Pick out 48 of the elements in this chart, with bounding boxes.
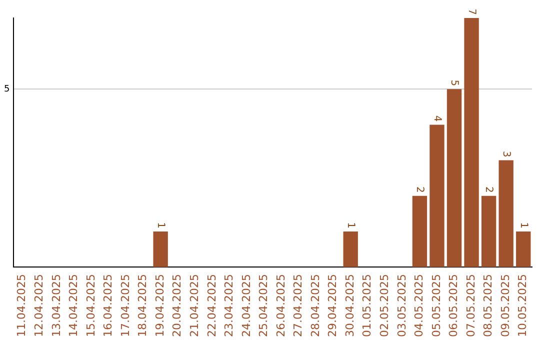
x-tick-label: 11.04.2025 xyxy=(15,274,28,338)
x-tick-label: 30.04.2025 xyxy=(343,274,356,338)
x-tick-label: 08.05.2025 xyxy=(482,274,495,338)
x-tick-label: 01.05.2025 xyxy=(360,274,374,338)
bar xyxy=(153,231,168,268)
bar xyxy=(498,160,514,268)
x-tick-label: 20.04.2025 xyxy=(170,274,184,338)
data-label: 1 xyxy=(518,222,529,228)
x-tick-label: 03.05.2025 xyxy=(395,274,408,338)
x-tick-label: 14.04.2025 xyxy=(67,274,80,338)
bar xyxy=(430,124,444,268)
x-tick-label: 13.04.2025 xyxy=(50,274,63,338)
x-tick-label: 16.04.2025 xyxy=(102,274,115,338)
x-tick-label: 12.04.2025 xyxy=(32,274,46,338)
x-tick-label: 28.04.2025 xyxy=(308,274,322,338)
x-tick-label: 10.05.2025 xyxy=(516,274,530,338)
x-tick-label: 21.04.2025 xyxy=(188,274,201,338)
data-label: 2 xyxy=(414,186,426,193)
bar xyxy=(464,18,479,268)
x-tick-label: 29.04.2025 xyxy=(326,274,340,338)
bar xyxy=(446,89,462,268)
x-tick-label: 23.04.2025 xyxy=(222,274,236,338)
bar xyxy=(481,196,496,268)
x-tick-label: 07.05.2025 xyxy=(464,274,478,338)
x-tick-label: 15.04.2025 xyxy=(84,274,98,338)
data-label: 7 xyxy=(466,8,477,15)
x-tick-label: 27.04.2025 xyxy=(292,274,305,338)
x-tick-label: 25.04.2025 xyxy=(257,274,270,338)
x-tick-label: 18.04.2025 xyxy=(136,274,150,338)
x-tick-label: 24.04.2025 xyxy=(240,274,253,338)
x-tick-label: 06.05.2025 xyxy=(447,274,460,338)
data-label: 1 xyxy=(154,222,166,228)
data-label: 4 xyxy=(431,115,442,122)
data-label: 1 xyxy=(345,222,356,228)
x-tick-label: 04.05.2025 xyxy=(412,274,426,338)
x-tick-label: 02.05.2025 xyxy=(378,274,392,338)
x-tick-label: 19.04.2025 xyxy=(153,274,166,338)
x-tick-label: 26.04.2025 xyxy=(274,274,288,338)
data-label: 2 xyxy=(483,186,494,193)
x-tick-label: 05.05.2025 xyxy=(430,274,443,338)
bar xyxy=(343,231,358,268)
data-label: 3 xyxy=(500,150,512,158)
x-tick-label: 17.04.2025 xyxy=(118,274,132,338)
bar xyxy=(516,231,531,268)
x-tick-label: 09.05.2025 xyxy=(498,274,512,338)
data-label: 5 xyxy=(448,80,460,86)
x-tick-label: 22.04.2025 xyxy=(205,274,218,338)
bar xyxy=(412,196,428,268)
